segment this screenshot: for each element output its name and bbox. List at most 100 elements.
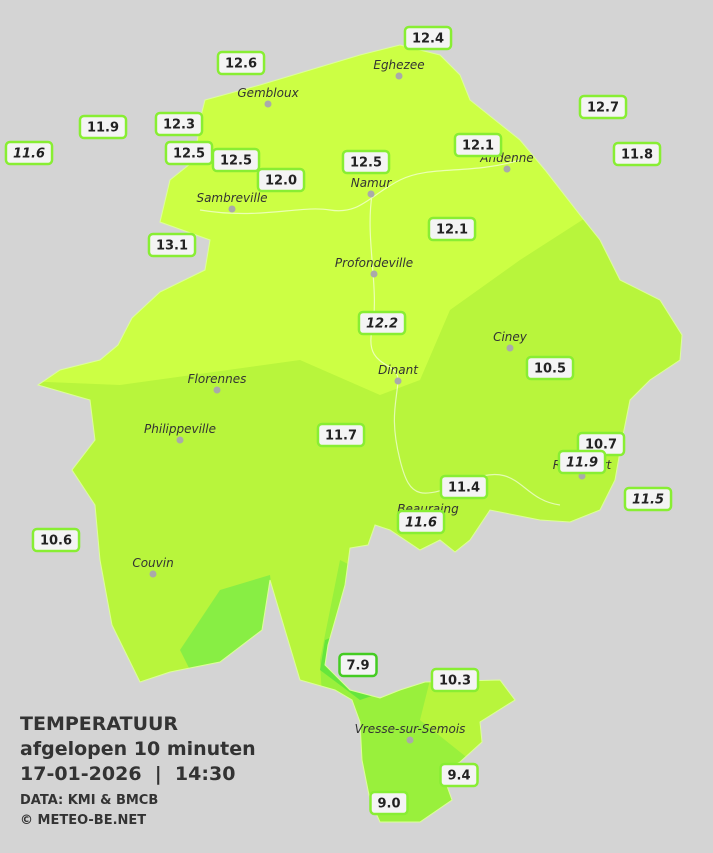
station: 11.9 — [557, 449, 607, 475]
town-label: Gembloux — [237, 86, 299, 100]
station-value: 7.9 — [346, 659, 369, 674]
station: 12.5 — [341, 149, 391, 175]
station: 11.7 — [316, 422, 366, 448]
station: 12.4 — [403, 25, 453, 51]
station-value: 11.7 — [325, 429, 357, 444]
station-box — [439, 474, 489, 500]
town-dot — [264, 100, 272, 108]
legend-credit: © METEO-BE.NET — [20, 813, 146, 828]
station: 7.9 — [338, 652, 378, 678]
station: 12.0 — [256, 167, 306, 193]
station-box — [369, 790, 409, 816]
town-dot — [370, 270, 378, 278]
town-label: Philippeville — [144, 422, 216, 436]
station-box — [430, 667, 480, 693]
station-box — [338, 652, 378, 678]
station: 12.7 — [578, 94, 628, 120]
station-value: 10.6 — [40, 534, 72, 549]
station-value: 12.5 — [220, 154, 252, 169]
station-value: 11.4 — [448, 481, 480, 496]
stations: 12.4 12.6 11.9 12.3 12.7 11.6 12.5 12.5 12.5 12.1… — [4, 25, 673, 816]
town-dot — [176, 436, 184, 444]
town-dot — [228, 205, 236, 213]
town-dot — [149, 570, 157, 578]
station-box — [557, 449, 607, 475]
station-box — [216, 50, 266, 76]
town-label: Florennes — [188, 372, 247, 386]
station: 9.4 — [439, 762, 479, 788]
station-box — [357, 310, 407, 336]
town-label: Vresse-sur-Semois — [355, 722, 466, 736]
town-label: Ciney — [493, 330, 528, 344]
station: 10.3 — [430, 667, 480, 693]
station-box — [4, 140, 54, 166]
station-box — [427, 216, 477, 242]
station-box — [147, 232, 197, 258]
station-value: 12.7 — [587, 101, 619, 116]
station: 13.1 — [147, 232, 197, 258]
station: 11.4 — [439, 474, 489, 500]
town-dot — [406, 736, 414, 744]
station: 12.5 — [164, 140, 214, 166]
station-value: 11.5 — [632, 493, 664, 508]
station-box — [612, 141, 662, 167]
station-box — [256, 167, 306, 193]
rivers — [199, 159, 561, 506]
station-value: 10.5 — [534, 362, 566, 377]
station: 11.9 — [78, 114, 128, 140]
station: 12.5 — [211, 147, 261, 173]
town-label: Sambreville — [196, 191, 267, 205]
station-value: 12.2 — [366, 317, 398, 332]
station-box — [453, 132, 503, 158]
legend-source: DATA: KMI & BMCB — [20, 793, 158, 808]
town-dot — [394, 377, 402, 385]
province-outline — [36, 44, 683, 823]
legend-title: TEMPERATUUR — [20, 713, 178, 735]
town-label: Eghezee — [373, 58, 424, 72]
station-value: 9.4 — [447, 769, 470, 784]
station: 11.6 — [4, 140, 54, 166]
town-dot — [213, 386, 221, 394]
station-value: 12.3 — [163, 118, 195, 133]
station-value: 11.6 — [13, 147, 45, 162]
station: 12.6 — [216, 50, 266, 76]
town-label: Namur — [351, 176, 393, 190]
station-value: 10.7 — [585, 438, 617, 453]
station-box — [439, 762, 479, 788]
station-value: 11.9 — [566, 456, 598, 471]
station-value: 12.0 — [265, 174, 297, 189]
station-box — [578, 94, 628, 120]
station-value: 12.5 — [350, 156, 382, 171]
station-box — [316, 422, 366, 448]
station-box — [525, 355, 575, 381]
station-value: 12.5 — [173, 147, 205, 162]
town-dot — [395, 72, 403, 80]
station-value: 11.8 — [621, 148, 653, 163]
station-value: 11.9 — [87, 121, 119, 136]
station: 11.5 — [623, 486, 673, 512]
town-dot — [503, 165, 511, 173]
station-value: 13.1 — [156, 239, 188, 254]
station: 9.0 — [369, 790, 409, 816]
station: 11.8 — [612, 141, 662, 167]
station-box — [211, 147, 261, 173]
station: 10.5 — [525, 355, 575, 381]
station-value: 10.3 — [439, 674, 471, 689]
station-box — [341, 149, 391, 175]
station-box — [623, 486, 673, 512]
town-label: Profondeville — [335, 256, 413, 270]
station-box — [154, 111, 204, 137]
station-box — [403, 25, 453, 51]
station-value: 11.6 — [405, 516, 437, 531]
town-dot — [506, 344, 514, 352]
station: 12.1 — [427, 216, 477, 242]
legend-subtitle: afgelopen 10 minuten — [20, 738, 256, 760]
legend: TEMPERATUUR afgelopen 10 minuten 17-01-2… — [20, 713, 256, 828]
station: 11.6 — [396, 509, 446, 535]
station: 12.2 — [357, 310, 407, 336]
station: 12.1 — [453, 132, 503, 158]
station-box — [78, 114, 128, 140]
